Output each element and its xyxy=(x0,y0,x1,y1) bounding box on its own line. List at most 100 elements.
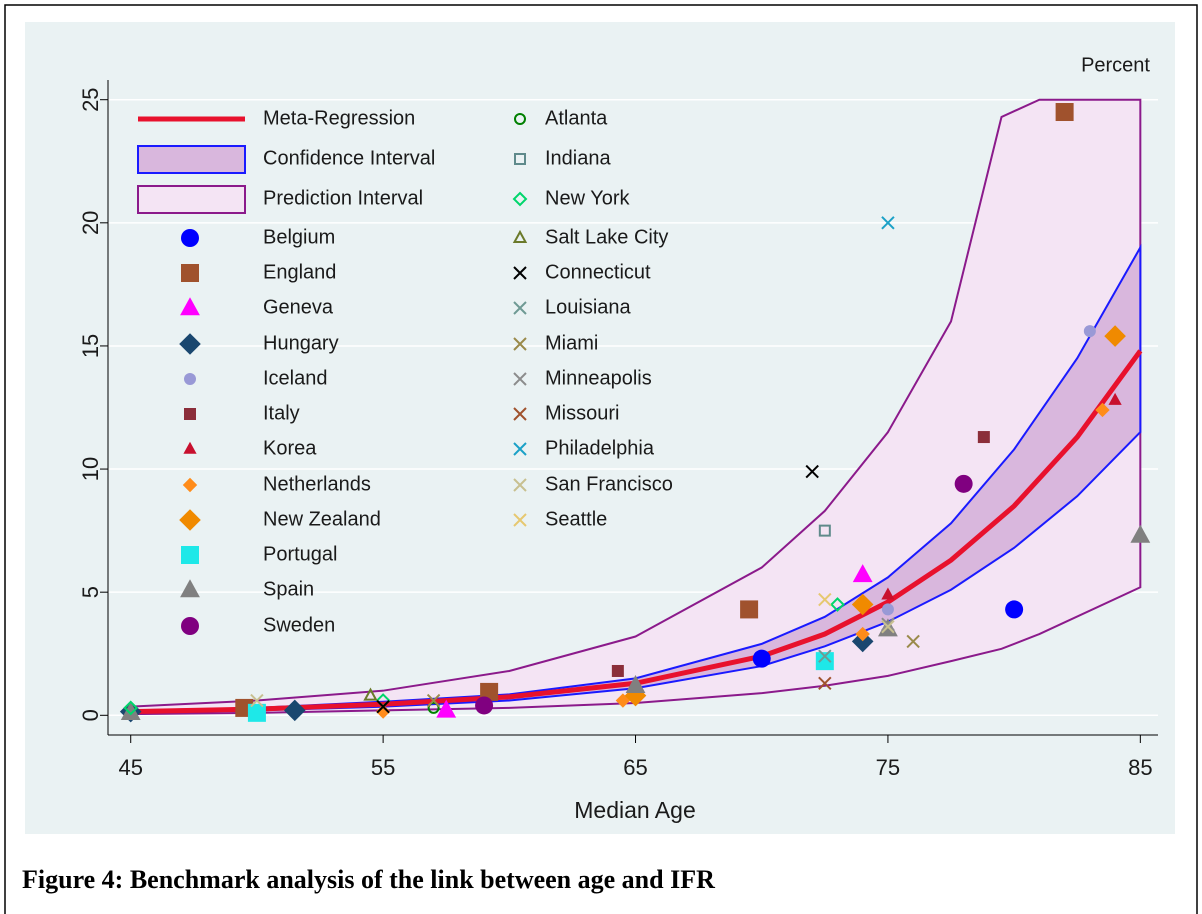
legend-symbol xyxy=(137,145,246,174)
y-tick-label: 0 xyxy=(78,709,103,721)
marker xyxy=(615,693,631,708)
legend-label: England xyxy=(263,261,336,283)
marker xyxy=(184,408,196,420)
marker xyxy=(480,682,499,701)
legend-label: Geneva xyxy=(263,296,334,318)
interval-band xyxy=(129,98,1142,716)
marker xyxy=(513,301,527,315)
marker xyxy=(1005,600,1024,619)
marker xyxy=(363,687,378,701)
marker xyxy=(1055,103,1074,122)
legend-label: Atlanta xyxy=(545,107,608,129)
marker xyxy=(1083,325,1096,338)
marker xyxy=(881,216,895,230)
y-tick-label: 5 xyxy=(78,586,103,598)
legend-label: Belgium xyxy=(263,226,335,248)
marker xyxy=(181,546,199,564)
legend-label: Seattle xyxy=(545,508,607,530)
marker xyxy=(855,626,870,642)
marker xyxy=(250,693,264,708)
legend-label: Netherlands xyxy=(263,473,371,495)
marker xyxy=(752,649,771,668)
x-tick-label: 55 xyxy=(371,755,395,780)
marker xyxy=(512,191,528,207)
marker xyxy=(179,509,201,531)
marker xyxy=(376,699,390,714)
marker xyxy=(514,153,526,165)
marker xyxy=(805,464,819,479)
legend-label: Confidence Interval xyxy=(263,147,435,169)
marker xyxy=(513,513,527,527)
marker xyxy=(179,333,201,355)
marker xyxy=(977,431,990,444)
marker xyxy=(740,600,759,619)
regression-line xyxy=(130,349,1143,715)
marker xyxy=(512,229,528,243)
legend-label: Indiana xyxy=(545,147,611,169)
x-tick-label: 85 xyxy=(1128,755,1152,780)
marker xyxy=(818,676,832,690)
marker xyxy=(513,266,527,280)
marker xyxy=(818,649,832,663)
marker xyxy=(283,699,306,722)
legend-label: Hungary xyxy=(263,332,339,354)
marker xyxy=(181,264,199,282)
legend-label: Miami xyxy=(545,332,598,354)
marker xyxy=(513,478,527,492)
marker xyxy=(1095,402,1110,418)
marker xyxy=(120,702,141,721)
marker xyxy=(475,696,494,715)
legend-label: New York xyxy=(545,187,630,209)
legend-label: Italy xyxy=(263,402,300,424)
marker xyxy=(180,579,200,598)
marker xyxy=(182,477,198,493)
plot-area: 0 5 10 15 20 25 45 55 65 75 85 Meta-Regression Confi… xyxy=(78,80,1158,780)
marker xyxy=(906,634,920,649)
marker xyxy=(436,699,457,718)
y-tick-label: 25 xyxy=(78,87,103,111)
marker xyxy=(818,524,831,537)
legend-label: San Francisco xyxy=(545,473,673,495)
marker xyxy=(1104,325,1126,347)
marker xyxy=(881,619,895,634)
marker xyxy=(513,442,527,456)
marker xyxy=(123,700,139,716)
legend-label: Portugal xyxy=(263,543,338,565)
legend-label: Salt Lake City xyxy=(545,226,668,248)
legend-label: Prediction Interval xyxy=(263,187,423,209)
figure-border xyxy=(4,4,1198,914)
legend-label: Louisiana xyxy=(545,296,632,318)
caption: Figure 4: Benchmark analysis of the link… xyxy=(22,865,715,894)
x-tick-label: 75 xyxy=(876,755,900,780)
marker xyxy=(426,693,441,708)
marker xyxy=(852,564,873,583)
marker xyxy=(181,617,199,635)
marker xyxy=(375,704,391,719)
marker xyxy=(513,337,527,351)
x-tick-label: 45 xyxy=(118,755,142,780)
marker xyxy=(183,441,197,454)
legend-label: Meta-Regression xyxy=(263,107,415,129)
x-tick-label: 65 xyxy=(623,755,647,780)
marker xyxy=(851,630,874,653)
marker xyxy=(1108,392,1122,405)
marker xyxy=(513,407,527,421)
marker xyxy=(611,664,624,677)
y-tick-label: 20 xyxy=(78,211,103,235)
y-tick-label: 15 xyxy=(78,334,103,358)
marker xyxy=(830,597,845,612)
legend-label: Connecticut xyxy=(545,261,651,283)
marker xyxy=(954,474,973,493)
marker xyxy=(881,603,894,616)
legend-label: Missouri xyxy=(545,402,619,424)
legend-label: Spain xyxy=(263,578,314,600)
marker xyxy=(851,593,874,616)
marker xyxy=(881,617,895,631)
marker xyxy=(625,674,646,693)
marker xyxy=(514,113,526,125)
x-axis-title: Median Age xyxy=(574,797,695,823)
legend-label: Minneapolis xyxy=(545,367,652,389)
marker xyxy=(513,372,527,386)
